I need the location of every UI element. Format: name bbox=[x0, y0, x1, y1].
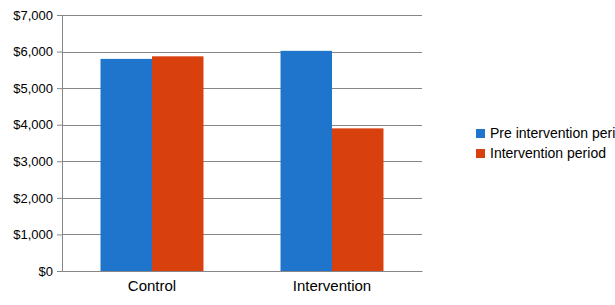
y-tick: $2,000 bbox=[13, 191, 62, 206]
chart: $0 $1,000 $2,000 $3,000 $4,000 $5,000 $6,000 $7… bbox=[0, 0, 615, 305]
y-tick-mark bbox=[57, 125, 62, 126]
y-tick-label: $6,000 bbox=[13, 44, 53, 59]
grid-line bbox=[62, 271, 422, 272]
legend-item: Intervention period bbox=[476, 145, 606, 161]
y-tick-mark bbox=[57, 271, 62, 272]
grid-line bbox=[62, 15, 422, 16]
y-tick-label: $5,000 bbox=[13, 81, 53, 96]
bar bbox=[101, 59, 152, 271]
y-tick-label: $0 bbox=[39, 264, 53, 279]
grid bbox=[62, 16, 422, 272]
y-tick: $0 bbox=[39, 264, 62, 279]
x-tick: Intervention bbox=[293, 271, 371, 294]
legend-swatch bbox=[476, 149, 485, 158]
y-tick-mark bbox=[57, 234, 62, 235]
y-tick-label: $1,000 bbox=[13, 227, 53, 242]
y-tick: $4,000 bbox=[13, 117, 62, 132]
bar bbox=[152, 56, 203, 271]
legend-label: Intervention period bbox=[490, 145, 606, 161]
legend: Pre intervention period Intervention peri… bbox=[476, 125, 615, 161]
x-axis: Control Intervention bbox=[63, 271, 423, 294]
bar bbox=[281, 51, 332, 271]
legend-swatch bbox=[476, 129, 485, 138]
grid-line bbox=[62, 52, 422, 53]
x-tick: Control bbox=[128, 271, 176, 294]
legend-item: Pre intervention period bbox=[476, 125, 615, 141]
x-axis-line bbox=[63, 271, 423, 272]
y-tick: $7,000 bbox=[13, 8, 62, 23]
bars bbox=[101, 51, 384, 271]
y-tick-label: $7,000 bbox=[13, 8, 53, 23]
y-axis: $0 $1,000 $2,000 $3,000 $4,000 $5,000 $6,000 $7… bbox=[13, 8, 62, 279]
y-tick: $1,000 bbox=[13, 227, 62, 242]
y-axis-line bbox=[62, 16, 63, 272]
x-tick-label: Control bbox=[128, 277, 176, 294]
y-tick-label: $2,000 bbox=[13, 191, 53, 206]
y-tick-mark bbox=[57, 161, 62, 162]
y-tick: $3,000 bbox=[13, 154, 62, 169]
y-tick-label: $3,000 bbox=[13, 154, 53, 169]
y-tick-label: $4,000 bbox=[13, 117, 53, 132]
y-tick-mark bbox=[57, 88, 62, 89]
y-tick-mark bbox=[57, 198, 62, 199]
y-tick: $5,000 bbox=[13, 81, 62, 96]
y-tick-mark bbox=[57, 15, 62, 16]
y-tick-mark bbox=[57, 52, 62, 53]
bar bbox=[332, 128, 383, 271]
x-tick-label: Intervention bbox=[293, 277, 371, 294]
y-tick: $6,000 bbox=[13, 44, 62, 59]
legend-label: Pre intervention period bbox=[490, 125, 615, 141]
